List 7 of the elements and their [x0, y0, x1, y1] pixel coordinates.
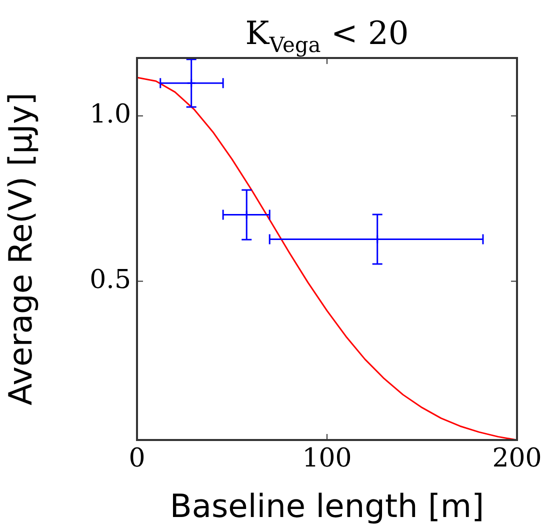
x-tick-label: 100: [302, 443, 352, 474]
x-tick-label: 0: [128, 443, 146, 474]
x-tick-label: 200: [492, 443, 542, 474]
y-tick-label: 1.0: [90, 100, 131, 130]
x-axis-title: Baseline length [m]: [170, 487, 484, 526]
y-tick-label: 0.5: [90, 264, 131, 295]
y-axis-title: Average Re(V) [μJy]: [2, 92, 40, 406]
